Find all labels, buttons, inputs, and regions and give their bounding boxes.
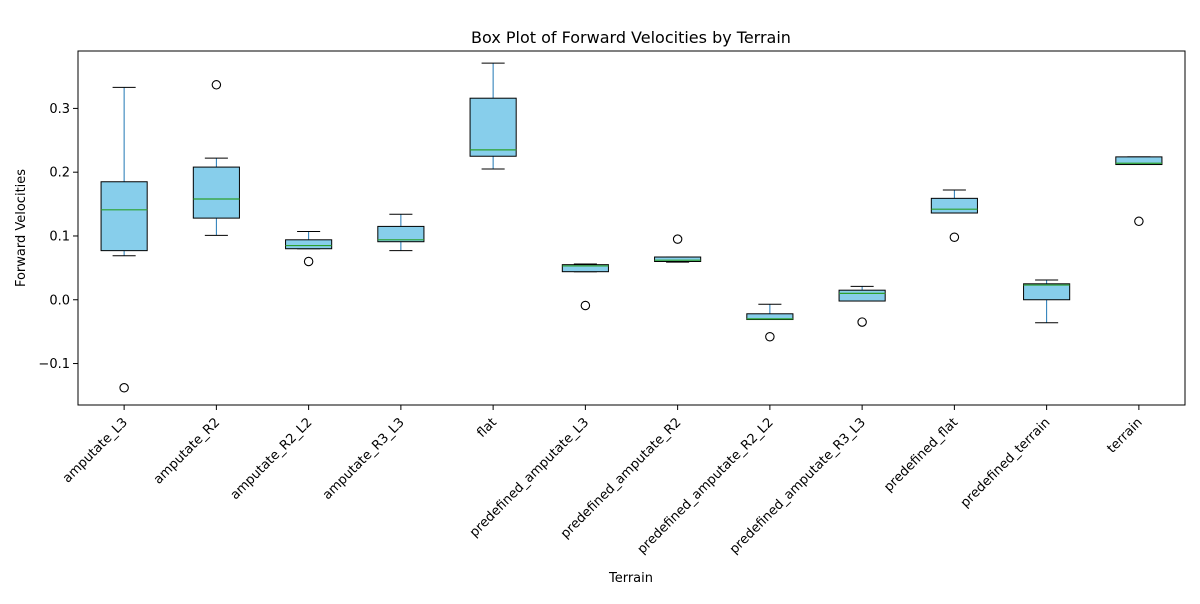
plot-frame <box>77 50 1186 406</box>
y-tick-label: 0.0 <box>49 293 70 308</box>
x-tick-label: amputate_L3 <box>60 415 131 486</box>
box-group <box>469 62 517 170</box>
box-iqr <box>100 181 148 252</box>
x-tick-label: predefined_flat <box>881 415 961 495</box>
y-tick-label: 0.1 <box>49 229 70 244</box>
box-iqr <box>192 166 240 219</box>
box-iqr <box>654 256 702 262</box>
box-iqr <box>930 197 978 214</box>
x-axis-label: Terrain <box>608 571 653 586</box>
box-iqr <box>1023 283 1071 301</box>
box-group <box>192 80 240 236</box>
box-group <box>100 86 148 393</box>
chart-title: Box Plot of Forward Velocities by Terrai… <box>471 28 791 47</box>
box-iqr <box>838 289 886 302</box>
outlier-point <box>580 300 591 311</box>
box-group <box>654 234 702 263</box>
box-group <box>561 263 609 311</box>
outlier-point <box>949 232 960 242</box>
y-axis-label: Forward Velocities <box>14 169 29 287</box>
y-tick-label: 0.2 <box>49 166 70 181</box>
box-group <box>746 303 794 342</box>
box-group <box>1115 156 1163 227</box>
box-iqr <box>746 313 794 321</box>
outlier-point <box>211 80 222 90</box>
box-iqr <box>285 239 333 250</box>
outlier-point <box>1134 216 1144 227</box>
box-group <box>285 231 333 267</box>
y-tick-label: −0.1 <box>38 357 70 372</box>
box-iqr <box>469 97 517 157</box>
box-group <box>377 213 425 252</box>
outlier-point <box>303 256 314 267</box>
box-group <box>1023 279 1071 324</box>
box-iqr <box>561 264 609 273</box>
x-tick-label: amputate_R3_L3 <box>320 415 408 503</box>
y-tick-label: 0.3 <box>49 102 70 117</box>
x-tick-label: amputate_R2_L2 <box>228 415 316 503</box>
box-group <box>930 189 978 242</box>
box-group <box>838 285 886 327</box>
x-tick-label: amputate_R2 <box>151 415 223 487</box>
box-iqr <box>377 225 425 243</box>
box-iqr <box>1115 156 1163 166</box>
outlier-point <box>119 383 129 393</box>
outlier-point <box>857 317 867 327</box>
x-tick-label: flat <box>474 415 500 441</box>
x-tick-label: terrain <box>1104 415 1145 456</box>
outlier-point <box>672 234 683 244</box>
outlier-point <box>765 332 775 342</box>
x-tick-label: predefined_terrain <box>958 415 1054 511</box>
